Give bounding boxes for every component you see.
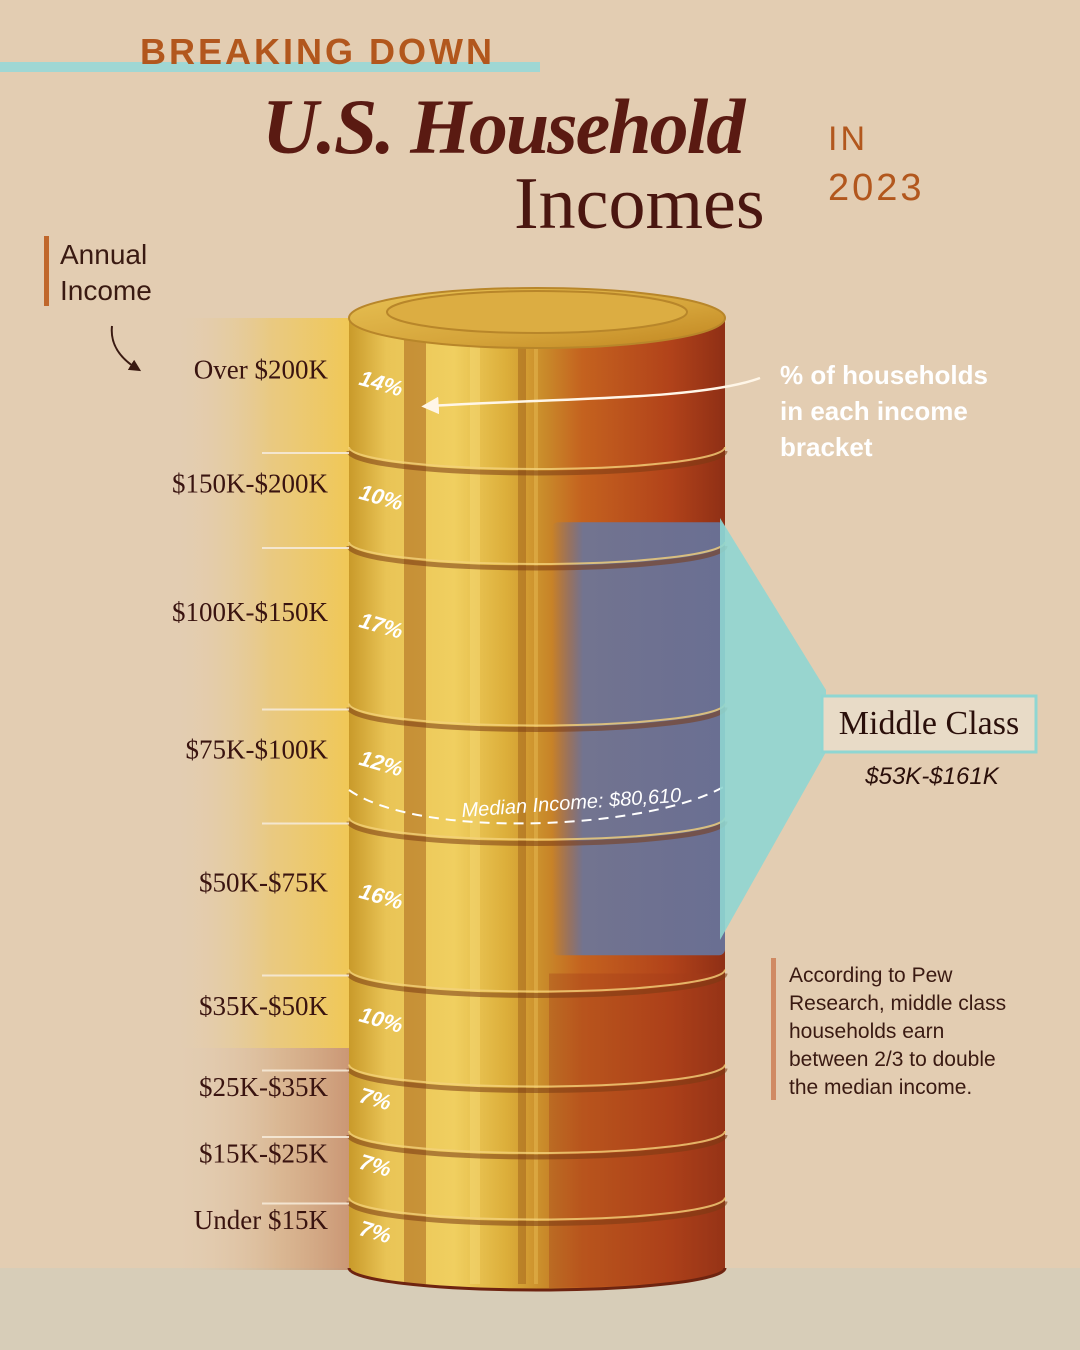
note-bar xyxy=(771,958,776,1100)
title-line2: Incomes xyxy=(514,163,765,245)
households-callout-line2: in each income xyxy=(780,396,968,426)
median-line xyxy=(348,785,726,825)
label-glow-upper xyxy=(170,318,352,1048)
disc-edge-highlight-8 xyxy=(348,1197,726,1221)
label-glow-lower xyxy=(170,1048,352,1270)
category-label: Over $200K xyxy=(194,355,329,385)
middle-class-box xyxy=(820,694,1038,754)
kicker-text: BREAKING DOWN xyxy=(140,31,495,72)
note-line3: households earn xyxy=(789,1020,944,1043)
category-label: $50K-$75K xyxy=(199,868,328,898)
category-label: $15K-$25K xyxy=(199,1138,328,1168)
coin-top-inner xyxy=(386,290,688,334)
disc-edge-highlight-6 xyxy=(348,1064,726,1088)
note-line1: According to Pew xyxy=(789,964,953,987)
coin-stripe-4 xyxy=(534,318,538,1284)
category-label: $100K-$150K xyxy=(172,597,328,627)
category-label: $150K-$200K xyxy=(172,469,328,499)
header-accent-line xyxy=(0,62,540,72)
category-label: $25K-$35K xyxy=(199,1072,328,1102)
disc-edge-shadow-6 xyxy=(346,1067,728,1093)
middle-class-range: $53K-$161K xyxy=(864,763,999,790)
axis-label-line1: Annual xyxy=(60,239,147,270)
axis-label-line2: Income xyxy=(60,275,152,306)
disc-edge-shadow-1 xyxy=(346,450,728,476)
category-label: Under $15K xyxy=(194,1205,329,1235)
title-in-word: IN xyxy=(828,120,868,158)
note-line2: Research, middle class xyxy=(789,992,1006,1015)
category-label: $75K-$100K xyxy=(186,735,329,765)
middle-class-title: Middle Class xyxy=(839,705,1019,742)
disc-edge-highlight-7 xyxy=(348,1130,726,1154)
middle-class-band xyxy=(552,522,725,956)
coin-stripe-2 xyxy=(470,318,480,1284)
coin-stack-base xyxy=(347,1267,727,1292)
disc-edge-shadow-5 xyxy=(346,972,728,998)
households-arrow xyxy=(421,376,761,415)
middle-class-wedge xyxy=(720,518,826,940)
middle-class-band-fill xyxy=(552,522,725,956)
disc-edge-highlight-4 xyxy=(348,817,726,841)
note-line4: between 2/3 to double xyxy=(789,1048,996,1071)
disc-edges xyxy=(346,446,728,1292)
disc-edge-shadow-2 xyxy=(346,545,728,571)
households-callout-line3: bracket xyxy=(780,432,873,462)
disc-edge-highlight-5 xyxy=(348,969,726,993)
coin-stripe-3 xyxy=(518,318,526,1284)
disc-edge-shadow-7 xyxy=(346,1134,728,1160)
households-callout-line1: % of households xyxy=(780,360,988,390)
title-line1: U.S. Household xyxy=(262,83,746,170)
disc-edge-shadow-8 xyxy=(346,1200,728,1226)
title-year: 2023 xyxy=(828,167,925,209)
bracket-labels: Over $200K 14%$150K-$200K 10%$100K-$150K 17… xyxy=(172,355,406,1249)
axis-label-arrow xyxy=(110,325,142,372)
axis-label-bar xyxy=(44,236,49,306)
note-line5: the median income. xyxy=(789,1076,972,1099)
disc-edge-highlight-1 xyxy=(348,446,726,470)
disc-edge-shadow-3 xyxy=(346,706,728,732)
disc-edge-highlight-2 xyxy=(348,541,726,565)
lower-shade xyxy=(549,973,725,1288)
disc-edge-shadow-4 xyxy=(346,820,728,846)
category-label: $35K-$50K xyxy=(199,991,328,1021)
disc-edge-highlight-3 xyxy=(348,703,726,727)
